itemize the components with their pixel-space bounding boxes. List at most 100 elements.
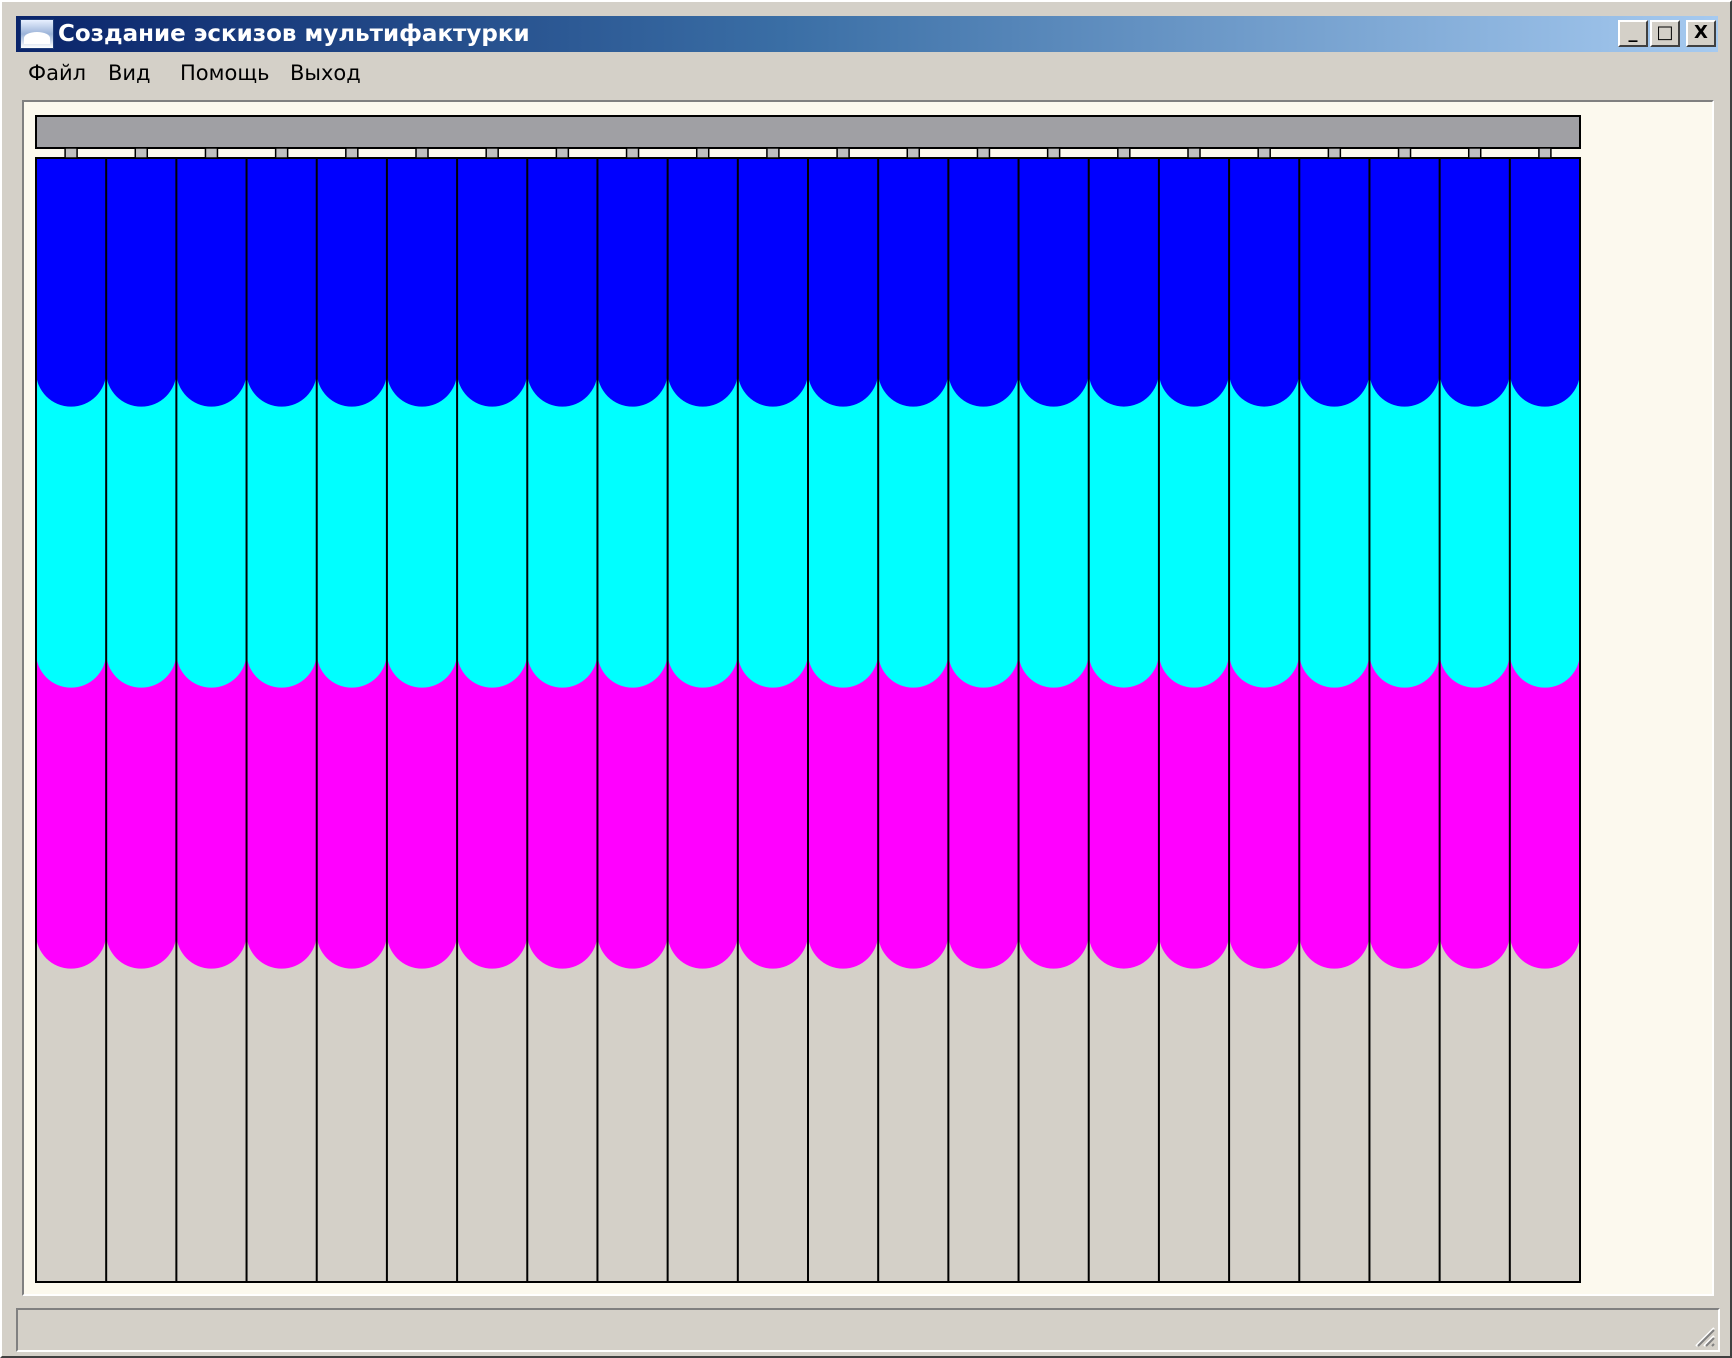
top-rail	[35, 115, 1581, 149]
title-bar[interactable]: Создание эскизов мультифактурки _ □ X	[16, 16, 1718, 52]
blind-strip-14-cyan-segment	[948, 371, 1019, 688]
blind-strip-10-blue-segment	[667, 158, 738, 407]
blind-strip-17-blue-segment	[1158, 158, 1230, 407]
blind-strip-1-cyan-segment	[36, 371, 107, 688]
strip-hanger	[274, 147, 289, 159]
strip-hanger	[415, 147, 429, 159]
blind-strip-3-cyan-segment	[176, 371, 247, 688]
blind-strip-20-blue-segment	[1369, 158, 1440, 407]
blind-strip-10-magenta-segment	[667, 652, 738, 969]
blind-strip-8-cyan-segment	[527, 371, 598, 688]
blind-strip-18-cyan-segment	[1229, 371, 1300, 688]
strip-hanger	[1538, 147, 1552, 159]
blind-strip-2-magenta-segment	[106, 652, 177, 969]
strip-hanger	[695, 147, 710, 159]
blind-strip-22-magenta-segment	[1509, 652, 1580, 969]
menu-exit[interactable]: Выход	[290, 61, 361, 85]
blind-strip-8-magenta-segment	[527, 652, 598, 969]
strip-hanger	[64, 147, 78, 159]
strip-hanger	[766, 147, 780, 159]
blind-strip-4-blue-segment	[246, 158, 317, 407]
app-icon[interactable]	[20, 19, 54, 49]
blind-strip-7-cyan-segment	[457, 371, 528, 688]
blind-strip-11-cyan-segment	[737, 371, 808, 688]
minimize-button[interactable]: _	[1618, 20, 1648, 47]
strip-hanger	[1397, 147, 1412, 159]
blind-strip-14-blue-segment	[948, 158, 1019, 407]
blind-strip-4-cyan-segment	[246, 371, 317, 688]
blind-strip-6-blue-segment	[386, 158, 458, 407]
blind-strip-1-magenta-segment	[36, 652, 107, 969]
blind-strip-9-magenta-segment	[597, 652, 668, 969]
strip-hanger	[906, 147, 921, 159]
blind-strip-21-magenta-segment	[1439, 652, 1510, 969]
window-title: Создание эскизов мультифактурки	[58, 21, 530, 47]
blind-strip-17-magenta-segment	[1158, 652, 1230, 969]
blind-strip-18-magenta-segment	[1229, 652, 1300, 969]
blind-strip-12-cyan-segment	[808, 371, 879, 688]
menu-bar: Файл Вид Помощь Выход	[16, 54, 1718, 92]
blind-strip-3-blue-segment	[176, 158, 247, 407]
strip-hanger	[1467, 147, 1482, 159]
blind-strip-4-magenta-segment	[246, 652, 317, 969]
strip-hanger	[204, 147, 219, 159]
blind-strip-15-cyan-segment	[1018, 371, 1089, 688]
menu-view[interactable]: Вид	[108, 61, 151, 85]
menu-file[interactable]: Файл	[28, 61, 87, 85]
strip-hanger	[485, 147, 499, 159]
strip-hanger	[1327, 147, 1342, 159]
blind-strip-22-cyan-segment	[1509, 371, 1580, 688]
close-button[interactable]: X	[1686, 20, 1716, 47]
strip-hanger	[1187, 147, 1201, 159]
strip-hanger	[625, 147, 640, 159]
blind-strip-9-blue-segment	[597, 158, 668, 407]
blind-strip-5-cyan-segment	[316, 371, 387, 688]
blind-strip-15-magenta-segment	[1018, 652, 1089, 969]
blind-strip-7-magenta-segment	[457, 652, 528, 969]
blind-strip-17-cyan-segment	[1158, 371, 1230, 688]
blind-strip-13-magenta-segment	[878, 652, 949, 969]
blind-strip-5-magenta-segment	[316, 652, 387, 969]
blind-strip-19-blue-segment	[1299, 158, 1370, 407]
blind-strip-1-blue-segment	[36, 158, 107, 407]
blind-strip-8-blue-segment	[527, 158, 598, 407]
blind-strip-12-magenta-segment	[808, 652, 879, 969]
blind-strip-9-cyan-segment	[597, 371, 668, 688]
blind-strip-3-magenta-segment	[176, 652, 247, 969]
strip-hanger	[134, 147, 149, 159]
sketch-canvas-area[interactable]	[22, 100, 1714, 1296]
blind-strip-20-cyan-segment	[1369, 371, 1440, 688]
maximize-button[interactable]: □	[1650, 20, 1680, 47]
blinds-frame	[35, 157, 1581, 1283]
blinds-sketch[interactable]	[24, 102, 1712, 1294]
strip-hanger	[1117, 147, 1131, 159]
blind-strip-6-cyan-segment	[386, 371, 458, 688]
blind-strip-21-blue-segment	[1439, 158, 1510, 407]
blind-strip-16-blue-segment	[1088, 158, 1159, 407]
blind-strip-11-blue-segment	[737, 158, 808, 407]
blind-strip-22-blue-segment	[1509, 158, 1580, 407]
blind-strip-20-magenta-segment	[1369, 652, 1440, 969]
blind-strip-13-cyan-segment	[878, 371, 949, 688]
blind-strip-14-magenta-segment	[948, 652, 1019, 969]
blind-strip-16-cyan-segment	[1088, 371, 1159, 688]
resize-grip-icon[interactable]	[1690, 1322, 1716, 1348]
blind-strip-2-cyan-segment	[106, 371, 177, 688]
strip-hanger	[976, 147, 991, 159]
blind-strip-19-cyan-segment	[1299, 371, 1370, 688]
blind-strip-13-blue-segment	[878, 158, 949, 407]
menu-help[interactable]: Помощь	[180, 61, 270, 85]
blind-strip-19-magenta-segment	[1299, 652, 1370, 969]
strip-hanger	[836, 147, 850, 159]
strip-hanger	[1257, 147, 1271, 159]
blind-strip-6-magenta-segment	[386, 652, 458, 969]
blind-strip-7-blue-segment	[457, 158, 528, 407]
blind-strip-12-blue-segment	[808, 158, 879, 407]
blind-strip-21-cyan-segment	[1439, 371, 1510, 688]
blind-strip-5-blue-segment	[316, 158, 387, 407]
blind-strip-10-cyan-segment	[667, 371, 738, 688]
blind-strip-16-magenta-segment	[1088, 652, 1159, 969]
strip-hanger	[555, 147, 570, 159]
blind-strip-2-blue-segment	[106, 158, 177, 407]
